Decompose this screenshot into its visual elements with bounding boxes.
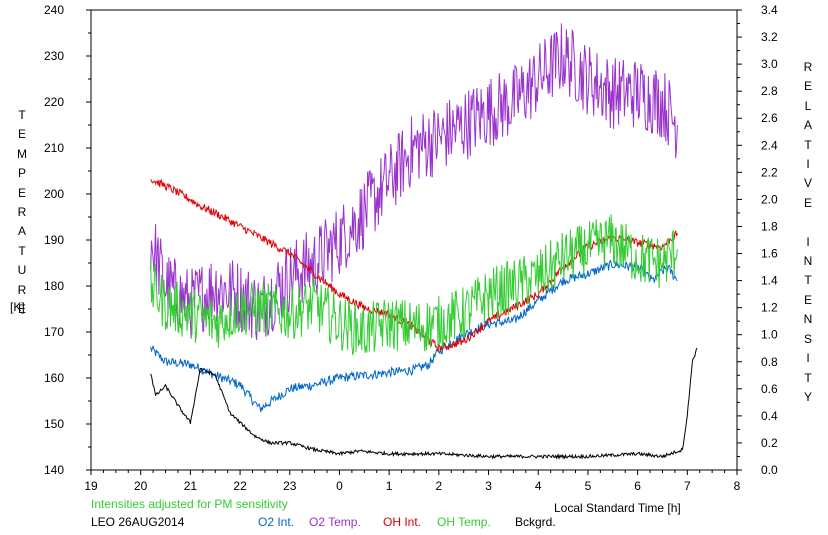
- y-right-tick-label: 3.0: [761, 57, 778, 71]
- y-right-tick-label: 0.4: [761, 409, 778, 423]
- y-right-tick-label: 0.6: [761, 382, 778, 396]
- tick-group: 19 20 21 22 23 0 1 2 3 4 5 6 7 8140150160170180190200…: [44, 3, 778, 493]
- y-right-tick-label: 1.0: [761, 328, 778, 342]
- y-right-tick-label: 1.2: [761, 301, 778, 315]
- y-right-tick-label: 2.0: [761, 192, 778, 206]
- y-right-tick-label: 3.4: [761, 3, 778, 17]
- series-group: [150, 23, 698, 460]
- y-axis-left-unit: [K]: [10, 300, 25, 314]
- pm-sensitivity-note: Intensities adjusted for PM sensitivity: [91, 497, 288, 511]
- x-tick-label: 19: [84, 479, 98, 493]
- y-right-tick-label: 2.2: [761, 165, 778, 179]
- y-left-tick-label: 150: [44, 417, 64, 431]
- y-right-tick-label: 1.4: [761, 274, 778, 288]
- x-tick-label: 8: [734, 479, 741, 493]
- x-tick-label: 22: [233, 479, 247, 493]
- y-left-tick-label: 230: [44, 49, 64, 63]
- x-tick-label: 1: [386, 479, 393, 493]
- y-axis-left-label: T E M P E R A T U R E: [17, 108, 27, 317]
- series-line-3: [150, 214, 678, 356]
- y-left-tick-label: 190: [44, 233, 64, 247]
- x-tick-label: 5: [585, 479, 592, 493]
- legend-o2-int: O2 Int.: [258, 515, 295, 529]
- x-tick-label: 3: [485, 479, 492, 493]
- x-axis-label: Local Standard Time [h]: [554, 501, 681, 515]
- x-tick-label: 6: [634, 479, 641, 493]
- x-tick-label: 4: [535, 479, 542, 493]
- y-right-tick-label: 0.0: [761, 463, 778, 477]
- y-right-tick-label: 0.2: [761, 436, 778, 450]
- y-axis-right-label: R E L A T I V E I N T E N S I T Y: [803, 60, 813, 404]
- x-tick-label: 0: [336, 479, 343, 493]
- y-right-tick-label: 2.4: [761, 138, 778, 152]
- y-left-tick-label: 210: [44, 141, 64, 155]
- y-left-tick-label: 140: [44, 463, 64, 477]
- series-line-4: [150, 347, 698, 460]
- x-tick-label: 20: [134, 479, 148, 493]
- y-left-tick-label: 160: [44, 371, 64, 385]
- y-left-tick-label: 170: [44, 325, 64, 339]
- legend-oh-temp: OH Temp.: [437, 515, 491, 529]
- x-tick-label: 2: [436, 479, 443, 493]
- series-line-0: [150, 259, 678, 413]
- y-left-tick-label: 180: [44, 279, 64, 293]
- y-right-tick-label: 3.2: [761, 30, 778, 44]
- y-left-tick-label: 240: [44, 3, 64, 17]
- station-date: LEO 26AUG2014: [91, 515, 185, 529]
- y-right-tick-label: 0.8: [761, 355, 778, 369]
- y-left-tick-label: 220: [44, 95, 64, 109]
- y-right-tick-label: 1.6: [761, 247, 778, 261]
- x-tick-label: 7: [684, 479, 691, 493]
- y-right-tick-label: 2.6: [761, 111, 778, 125]
- y-right-tick-label: 2.8: [761, 84, 778, 98]
- x-tick-label: 23: [283, 479, 297, 493]
- x-tick-label: 21: [184, 479, 198, 493]
- legend-o2-temp: O2 Temp.: [309, 515, 361, 529]
- y-right-tick-label: 1.8: [761, 219, 778, 233]
- y-left-tick-label: 200: [44, 187, 64, 201]
- legend-oh-int: OH Int.: [383, 515, 422, 529]
- legend-bckgrd: Bckgrd.: [515, 515, 556, 529]
